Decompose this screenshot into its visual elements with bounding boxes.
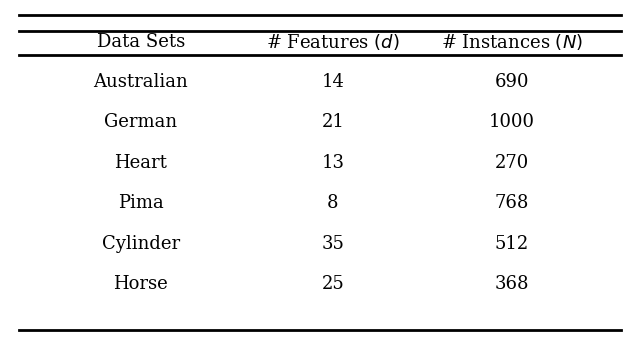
Text: 21: 21 — [321, 114, 344, 131]
Text: # Features $(d)$: # Features $(d)$ — [266, 32, 399, 52]
Text: # Instances $(N)$: # Instances $(N)$ — [441, 32, 583, 52]
Text: Cylinder: Cylinder — [102, 235, 180, 252]
Text: 13: 13 — [321, 154, 344, 172]
Text: 512: 512 — [495, 235, 529, 252]
Text: 368: 368 — [495, 275, 529, 293]
Text: German: German — [104, 114, 177, 131]
Text: 8: 8 — [327, 194, 339, 212]
Text: 690: 690 — [495, 73, 529, 91]
Text: Australian: Australian — [93, 73, 188, 91]
Text: Heart: Heart — [115, 154, 167, 172]
Text: 35: 35 — [321, 235, 344, 252]
Text: 270: 270 — [495, 154, 529, 172]
Text: Pima: Pima — [118, 194, 164, 212]
Text: 14: 14 — [321, 73, 344, 91]
Text: Horse: Horse — [113, 275, 168, 293]
Text: 768: 768 — [495, 194, 529, 212]
Text: 1000: 1000 — [489, 114, 535, 131]
Text: Data Sets: Data Sets — [97, 33, 185, 51]
Text: 25: 25 — [321, 275, 344, 293]
